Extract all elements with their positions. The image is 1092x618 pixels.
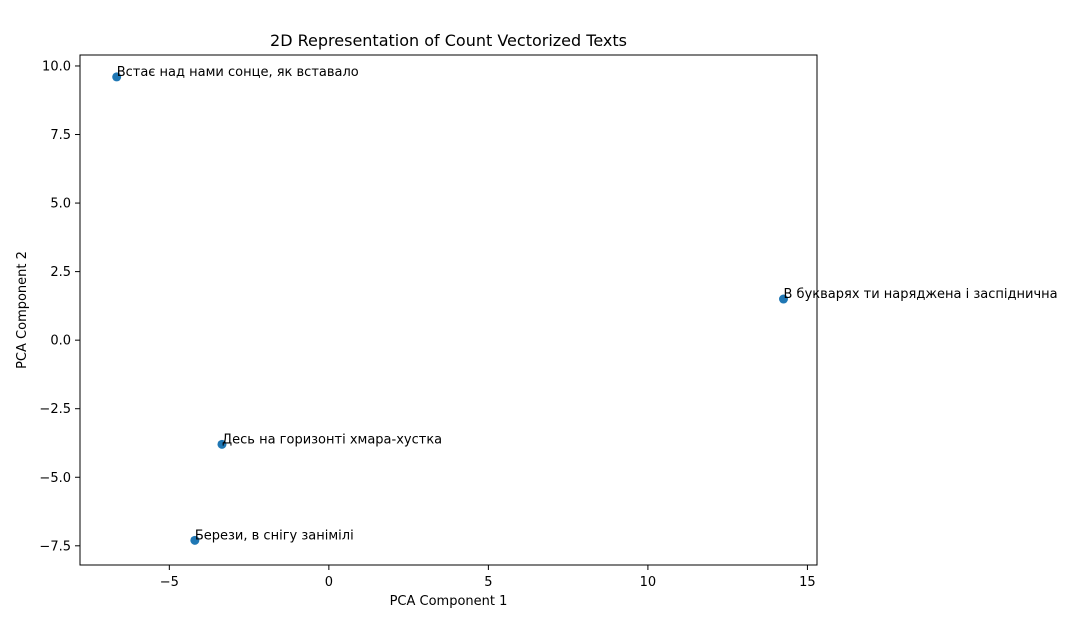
data-point — [112, 72, 122, 82]
data-point — [190, 535, 200, 545]
y-tick-label: 7.5 — [50, 128, 71, 143]
y-tick-label: −5.0 — [39, 471, 71, 486]
data-point-label: В букварях ти наряджена і заспіднична — [784, 287, 1058, 302]
y-axis: −7.5 −5.0 −2.5 0.0 2.5 5.0 7.5 10.0 — [39, 59, 80, 554]
y-axis-label: PCA Component 2 — [15, 251, 30, 369]
y-tick-label: 0.0 — [50, 334, 71, 349]
data-point-label: Берези, в снігу занімілі — [195, 528, 354, 543]
x-axis-label: PCA Component 1 — [390, 594, 508, 609]
y-tick-label: 2.5 — [50, 265, 71, 280]
plot-area — [79, 54, 818, 566]
x-tick-label: −5 — [160, 575, 179, 590]
y-tick-label: −7.5 — [39, 539, 71, 554]
x-axis: −5 0 5 10 15 — [160, 565, 816, 590]
y-tick-label: 5.0 — [50, 197, 71, 212]
x-tick-label: 10 — [640, 575, 657, 590]
data-point — [217, 439, 227, 449]
data-point-label: Десь на горизонті хмара-хустка — [222, 432, 442, 447]
data-points: Встає над нами сонце, як вставало В буква… — [112, 65, 1058, 545]
y-tick-label: −2.5 — [39, 402, 71, 417]
x-tick-label: 0 — [325, 575, 333, 590]
data-point — [779, 294, 788, 304]
data-point-label: Встає над нами сонце, як вставало — [117, 65, 359, 80]
y-tick-label: 10.0 — [42, 59, 71, 74]
chart-title: 2D Representation of Count Vectorized Te… — [270, 31, 627, 50]
x-tick-label: 5 — [484, 575, 492, 590]
x-tick-label: 15 — [799, 575, 816, 590]
